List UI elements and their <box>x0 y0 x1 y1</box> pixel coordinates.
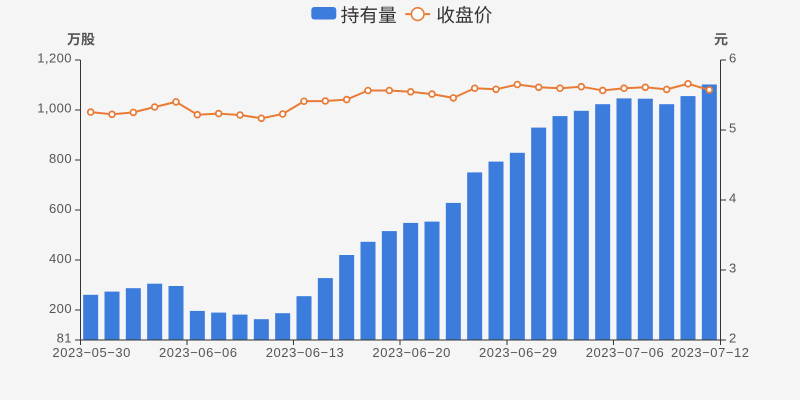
svg-text:4: 4 <box>729 191 736 206</box>
svg-text:1,000: 1,000 <box>37 101 72 116</box>
svg-text:2023−06−06: 2023−06−06 <box>159 345 238 360</box>
svg-text:81: 81 <box>57 331 72 346</box>
svg-text:1,200: 1,200 <box>37 51 72 66</box>
svg-text:6: 6 <box>729 51 736 66</box>
svg-text:3: 3 <box>729 261 736 276</box>
svg-text:2: 2 <box>729 331 736 346</box>
svg-text:200: 200 <box>49 301 72 316</box>
svg-text:2023−05−30: 2023−05−30 <box>52 345 131 360</box>
svg-text:400: 400 <box>49 251 72 266</box>
svg-text:2023−07−06: 2023−07−06 <box>586 345 665 360</box>
svg-text:600: 600 <box>49 201 72 216</box>
svg-text:5: 5 <box>729 121 736 136</box>
svg-text:2023−06−13: 2023−06−13 <box>266 345 345 360</box>
svg-text:800: 800 <box>49 151 72 166</box>
svg-text:2023−07−12: 2023−07−12 <box>671 345 750 360</box>
svg-text:2023−06−29: 2023−06−29 <box>479 345 558 360</box>
svg-text:2023−06−20: 2023−06−20 <box>372 345 451 360</box>
